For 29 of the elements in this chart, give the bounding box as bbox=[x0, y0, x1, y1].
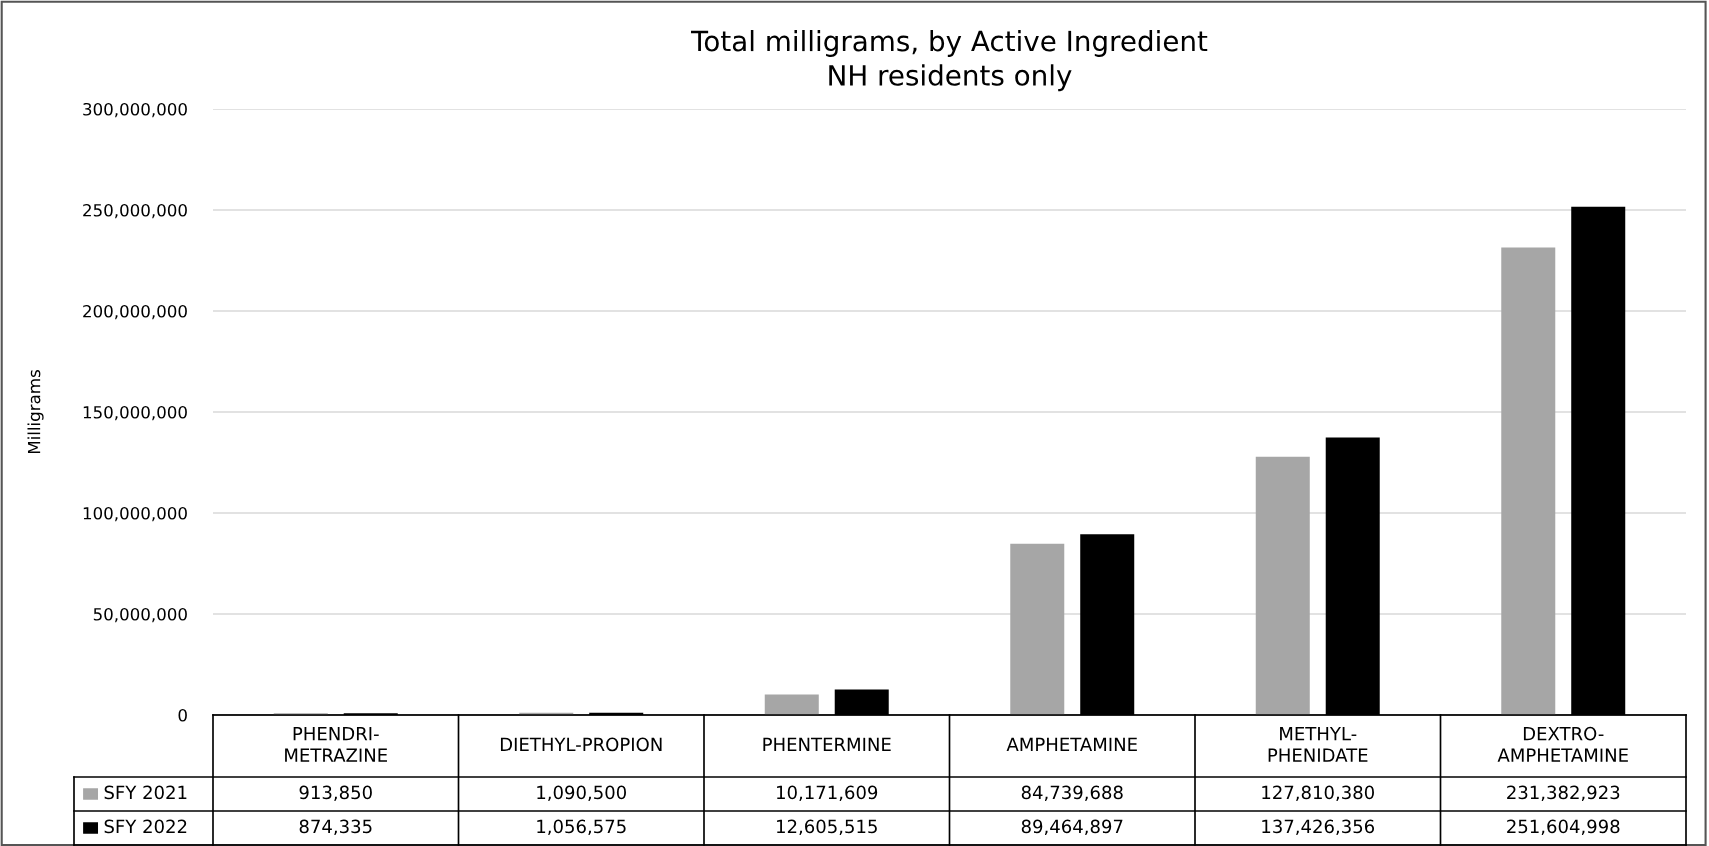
y-axis-title: Milligrams bbox=[27, 370, 44, 454]
data-label: 1,090,500 bbox=[537, 785, 626, 802]
data-label: 89,464,897 bbox=[1021, 819, 1123, 836]
y-tick-label: 150,000,000 bbox=[83, 405, 187, 421]
data-label: 84,739,688 bbox=[1021, 785, 1123, 802]
y-tick-label: 200,000,000 bbox=[83, 304, 187, 320]
data-label: 127,810,380 bbox=[1262, 785, 1374, 802]
chart-title: Total milligrams, by Active Ingredient NH residents only bbox=[691, 30, 1208, 92]
x-tick-label: PHENDRI- METRAZINE bbox=[285, 727, 387, 762]
data-label: 231,382,923 bbox=[1507, 785, 1620, 802]
legend-label: SFY 2021 bbox=[104, 785, 187, 800]
data-label: 913,850 bbox=[299, 785, 372, 802]
data-label: 1,056,575 bbox=[537, 819, 626, 836]
data-label: 251,604,998 bbox=[1507, 819, 1620, 836]
x-tick-label: AMPHETAMINE bbox=[1006, 737, 1137, 751]
data-label: 12,605,515 bbox=[777, 819, 877, 836]
y-tick-label: 50,000,000 bbox=[93, 607, 187, 623]
data-label: 10,171,609 bbox=[777, 785, 878, 802]
x-tick-label: DEXTRO- AMPHETAMINE bbox=[1497, 726, 1628, 762]
data-label: 137,426,356 bbox=[1262, 819, 1375, 836]
x-tick-label: PHENTERMINE bbox=[763, 737, 891, 751]
data-label: 874,335 bbox=[299, 819, 372, 836]
x-tick-label: METHYL- PHENIDATE bbox=[1268, 727, 1368, 762]
y-tick-label: 0 bbox=[178, 708, 187, 722]
y-tick-label: 300,000,000 bbox=[83, 102, 187, 118]
y-tick-label: 100,000,000 bbox=[83, 506, 187, 522]
x-tick-label: DIETHYL-PROPION bbox=[500, 737, 662, 752]
y-tick-label: 250,000,000 bbox=[83, 203, 187, 219]
legend-label: SFY 2022 bbox=[104, 819, 187, 834]
